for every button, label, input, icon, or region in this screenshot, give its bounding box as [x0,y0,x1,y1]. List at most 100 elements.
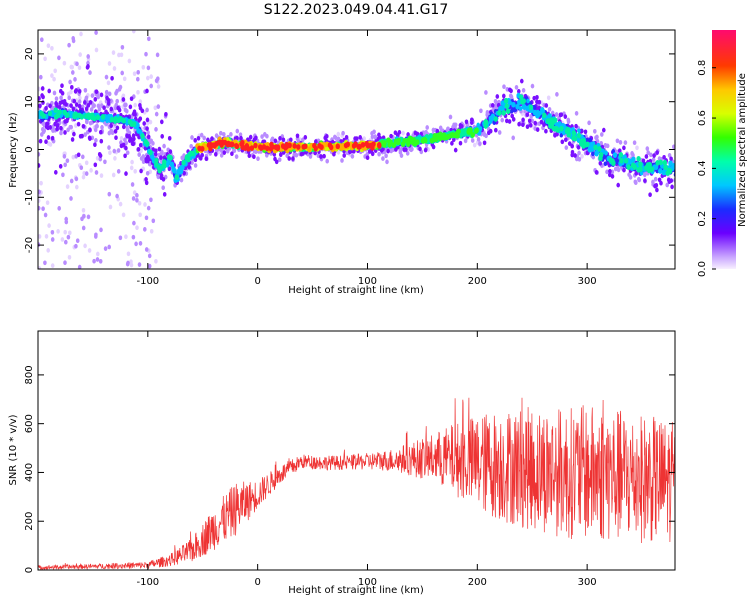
spectrogram-point [144,177,148,182]
spectrogram-point [118,235,123,241]
spectrogram-point [450,141,454,146]
spectrogram-point [270,144,275,150]
spectrogram-point [458,140,463,146]
spectrogram-point [433,136,439,142]
spectrogram-point [405,151,410,156]
spectrogram-point [77,264,82,269]
spectrogram-point [662,159,667,166]
spectrogram-point [123,102,127,108]
spectrogram-point [646,167,652,174]
spectrogram-point [86,214,91,220]
spectrogram-point [138,241,143,246]
spectrogram-point [613,166,618,172]
spectrogram-point [446,126,450,132]
spectrogram-point [88,120,93,126]
spectrogram-point [141,159,146,165]
spectrogram-point [38,189,41,195]
spectrogram-point [179,177,184,183]
spectrogram-point [48,125,52,130]
spectrogram-point [594,170,599,175]
spectrogram-point [270,136,275,142]
spectrogram-point [529,122,533,128]
spectrogram-point [136,69,140,75]
spectrogram-point [411,137,416,143]
spectrogram-point [651,157,656,163]
spectrogram-point [653,176,658,182]
spectrogram-point [132,30,136,34]
spectrogram-point [299,151,304,157]
spectrogram-point [632,140,637,146]
spectrogram-point [616,182,620,188]
spectrogram-point [615,158,620,164]
spectrogram-point [63,260,67,266]
spectrogram-point [98,153,103,158]
spectrogram-point [108,204,113,210]
spectrogram-point [63,119,67,124]
spectrogram-point [576,132,582,139]
spectrogram-point [230,151,234,157]
spectrogram-point [93,162,98,168]
spectrogram-point [598,160,603,166]
spectrogram-point [138,99,143,104]
spectrogram-point [532,95,536,101]
spectrogram-point [655,187,659,193]
spectrogram-point [84,95,89,101]
spectrogram-point [104,89,109,95]
spectrogram-point [75,61,79,67]
spectrogram-point [222,139,228,146]
spectrogram-point [325,133,329,139]
spectrogram-point [107,61,112,66]
spectrogram-point [577,150,581,156]
spectrogram-point [142,121,146,126]
spectrogram-point [47,223,51,228]
spectrogram-point [560,139,565,145]
spectrogram-point [81,123,86,129]
spectrogram-point [418,146,422,152]
spectrogram-point [86,60,90,66]
spectrogram-point [319,144,324,150]
spectrogram-point [296,144,301,150]
spectrogram-point [385,159,389,165]
spectrogram-point [564,145,569,150]
spectrogram-point [76,121,81,127]
spectrogram-point [162,163,167,169]
spectrogram-point [144,51,148,57]
spectrogram-point [55,112,60,119]
spectrogram-point [97,106,102,112]
spectrogram-point [48,103,52,109]
spectrogram-point [122,124,126,130]
spectrogram-point [88,100,93,105]
spectrogram-point [50,45,54,51]
spectrogram-point [602,127,606,133]
spectrogram-point [454,130,460,137]
spectrogram-point [193,157,198,163]
spectrogram-point [104,74,109,80]
spectrogram-point [63,229,67,235]
spectrogram-point [552,117,558,123]
spectrogram-point [278,136,282,141]
spectrogram-point [402,147,406,152]
spectrogram-point [399,153,404,158]
snr-x-tick-label: 300 [578,577,597,588]
spectrogram-point [672,144,675,150]
spectrogram-point [127,58,132,64]
spectrogram-point [102,105,106,111]
spectrogram-y-tick-label: -20 [24,237,35,253]
spectrogram-point [65,184,70,189]
spectrogram-point [600,132,604,137]
spectrogram-point [94,47,99,53]
spectrogram-point [648,192,652,198]
spectrogram-point [145,107,149,113]
spectrogram-point [365,142,371,149]
spectrogram-point [115,125,120,131]
spectrogram-point [559,125,564,132]
spectrogram-point [303,143,308,150]
spectrogram-point [415,139,420,145]
spectrogram-point [69,103,73,108]
spectrogram-point [43,260,47,266]
spectrogram-point [204,156,209,162]
spectrogram-point [84,171,89,176]
spectrogram-point [143,202,147,207]
spectrogram-point [229,141,234,148]
